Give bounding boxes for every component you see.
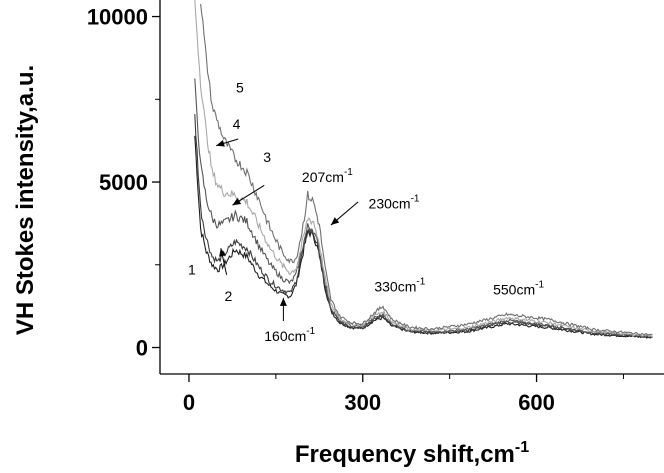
plot-area: 207cm-1 230cm-1 330cm-1 550cm-1 160cm-1 1 2 3 4 5: [188, 0, 653, 344]
peak-annotation: 330cm-1: [374, 276, 425, 294]
x-tick-label: 600: [518, 390, 555, 415]
x-axis-title: Frequency shift,cm-1: [295, 439, 529, 468]
series-number-label: 3: [263, 149, 271, 165]
arrow-head: [279, 297, 287, 306]
series-layer: [194, 0, 653, 339]
series-line-2: [194, 114, 653, 339]
series-number-label: 5: [236, 80, 244, 96]
peak-annotation-superscript: -1: [306, 326, 315, 337]
axes-layer: 0 300 600 0 5000 10000: [87, 0, 664, 415]
x-tick-label: 300: [344, 390, 381, 415]
series-line-4: [194, 0, 653, 338]
arrow-head: [216, 139, 225, 147]
series-line-1: [194, 135, 653, 339]
y-tick-label: 0: [136, 336, 148, 361]
y-axis-title: VH Stokes intensity,a.u.: [12, 65, 39, 335]
arrow-head: [232, 198, 242, 206]
series-line-5: [200, 3, 653, 336]
y-tick-label: 10000: [87, 5, 148, 30]
peak-annotation: 207cm-1: [302, 167, 353, 185]
series-number-label: 1: [188, 262, 196, 278]
peak-annotation: 550cm-1: [493, 280, 544, 298]
peak-annotation-superscript: -1: [416, 276, 425, 287]
peak-annotation-superscript: -1: [411, 194, 420, 205]
series-number-label: 2: [224, 288, 232, 304]
arrow-head: [330, 217, 340, 226]
annotation-layer: 207cm-1 230cm-1 330cm-1 550cm-1 160cm-1 1 2 3 4 5: [188, 80, 545, 344]
peak-annotation: 160cm-1: [264, 326, 315, 344]
peak-annotation-superscript: -1: [344, 167, 353, 178]
arrow-head: [219, 248, 226, 257]
x-tick-label: 0: [183, 390, 195, 415]
x-axis-title-superscript: -1: [515, 439, 529, 456]
peak-annotation: 230cm-1: [369, 194, 420, 212]
peak-annotation-superscript: -1: [535, 280, 544, 291]
series-line-3: [194, 78, 653, 338]
y-tick-label: 5000: [99, 170, 148, 195]
series-number-label: 4: [233, 116, 241, 132]
